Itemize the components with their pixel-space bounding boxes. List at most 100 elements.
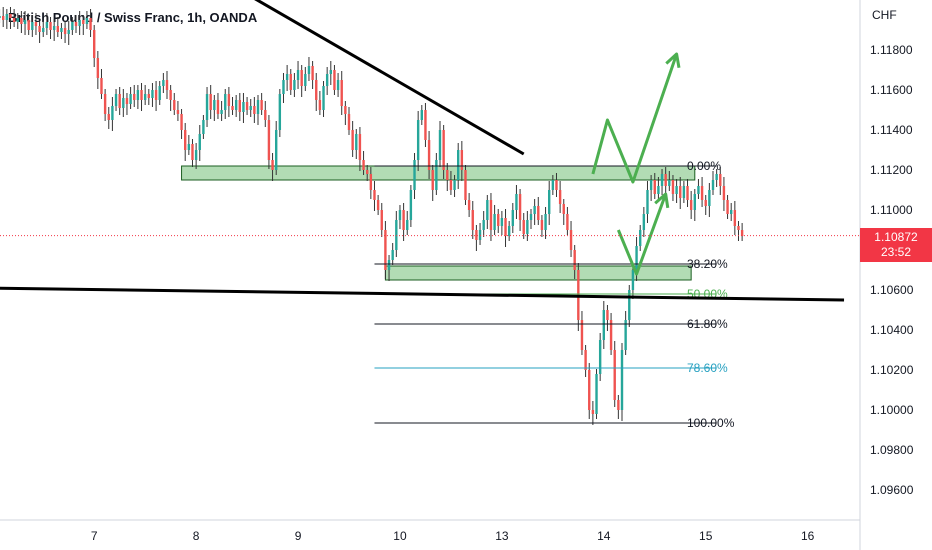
candle-body <box>322 86 325 110</box>
candle-body <box>264 110 267 120</box>
candle-body <box>620 350 624 410</box>
candle-body <box>420 110 423 120</box>
lower-path-arrow <box>616 193 668 276</box>
candle-body <box>497 214 500 226</box>
candle-body <box>384 230 387 270</box>
candle-body <box>234 100 238 110</box>
candle-body <box>34 22 38 26</box>
candle-body <box>260 100 263 110</box>
candle-body <box>580 320 584 350</box>
candle-body <box>165 80 169 90</box>
candle-body <box>409 190 413 220</box>
candle-body <box>347 114 351 130</box>
candle-body <box>657 186 660 194</box>
candle-body <box>140 90 143 100</box>
x-tick-label: 13 <box>495 529 509 543</box>
candle-body <box>562 204 565 214</box>
candle-body <box>537 206 540 220</box>
candle-body <box>675 186 678 194</box>
candle-body <box>74 22 78 26</box>
candle-body <box>730 210 733 214</box>
candle-body <box>708 190 711 206</box>
candle-body <box>613 350 616 400</box>
candle-body <box>591 410 595 414</box>
candle-body <box>52 26 56 30</box>
y-tick-label: 1.10600 <box>870 283 914 297</box>
candle-body <box>220 110 223 114</box>
candle-body <box>100 78 103 94</box>
candle-body <box>93 30 96 58</box>
candle-body <box>376 200 380 210</box>
candle-body <box>154 90 158 100</box>
candle-body <box>85 18 89 24</box>
candle-body <box>49 22 52 30</box>
candle-body <box>216 100 220 114</box>
candle-body <box>278 94 282 130</box>
candle-body <box>548 190 551 214</box>
candle-body <box>187 144 191 150</box>
y-tick-label: 1.09600 <box>870 483 914 497</box>
candle-body <box>136 90 140 100</box>
fib-level-label: 38.20% <box>687 257 728 271</box>
candle-body <box>467 200 471 210</box>
fib-level-label: 61.80% <box>687 317 728 331</box>
candle-body <box>635 246 638 270</box>
candle-body <box>478 230 482 240</box>
candle-body <box>162 80 165 86</box>
candle-body <box>89 18 92 30</box>
upper-path-arrowhead <box>665 52 681 69</box>
zones <box>181 165 696 281</box>
trendlines <box>0 0 845 302</box>
candle-body <box>540 220 544 230</box>
y-tick-label: 1.11200 <box>870 163 913 177</box>
candle-body <box>740 230 744 236</box>
candle-body <box>431 170 434 190</box>
x-tick-label: 7 <box>91 529 98 543</box>
candle-body <box>402 210 405 230</box>
candle-body <box>307 66 311 74</box>
candle-body <box>366 170 369 174</box>
candle-body <box>176 110 180 114</box>
upper-path-arrow <box>591 53 679 184</box>
candle-body <box>267 120 271 160</box>
candle-body <box>16 18 19 22</box>
candle-body <box>285 74 289 80</box>
candle-body <box>733 210 737 226</box>
candle-body <box>369 174 373 190</box>
candle-body <box>107 114 110 120</box>
candle-body <box>631 270 635 290</box>
candle-body <box>671 180 675 194</box>
candle-body <box>482 220 485 230</box>
candle-body <box>20 18 23 24</box>
candle-body <box>296 70 300 80</box>
candle-body <box>693 194 696 210</box>
candle-body <box>329 70 332 74</box>
candle-body <box>551 180 555 190</box>
candle-body <box>238 100 241 112</box>
candle-body <box>500 218 504 226</box>
candle-body <box>114 94 118 106</box>
candle-body <box>63 28 67 34</box>
candle-body <box>143 94 147 100</box>
candle-body <box>282 80 285 94</box>
candle-body <box>689 200 693 210</box>
candle-body <box>67 30 70 34</box>
candle-body <box>158 86 161 100</box>
candle-body <box>311 66 314 80</box>
y-tick-label: 1.10200 <box>870 363 914 377</box>
candle-body <box>293 80 296 90</box>
candle-body <box>398 210 402 220</box>
candle-body <box>336 80 340 90</box>
candle-body <box>344 106 347 114</box>
candle-body <box>715 174 718 180</box>
candle-body <box>231 106 234 110</box>
candle-body <box>23 20 27 24</box>
candle-body <box>486 200 489 220</box>
candle-body <box>387 260 391 270</box>
candle-body <box>642 214 646 230</box>
candle-body <box>413 160 416 190</box>
candle-body <box>427 140 431 170</box>
candle-body <box>438 130 442 160</box>
candle-body <box>682 186 686 198</box>
